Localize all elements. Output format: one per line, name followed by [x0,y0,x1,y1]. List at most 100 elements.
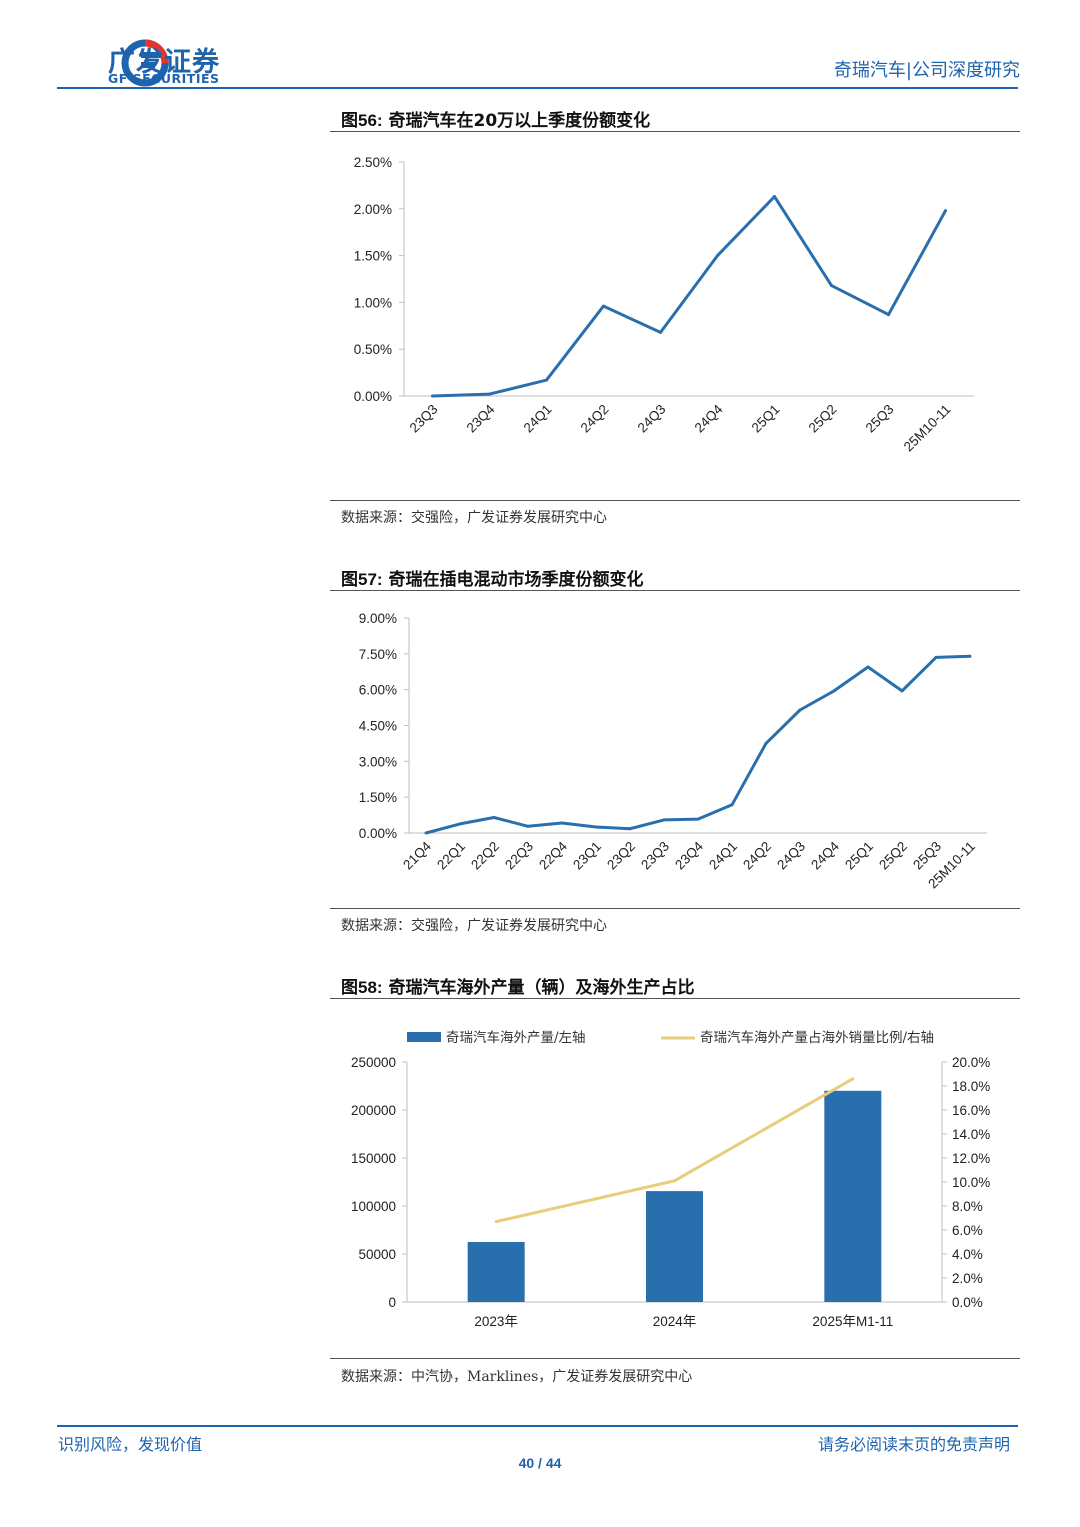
header-divider [57,87,1018,89]
logo-text-en: GF SECURITIES [108,71,220,86]
chart58-legend-bar-swatch [407,1032,441,1042]
chart56-data-point [602,304,605,308]
chart56-x-tick-label: 25Q1 [749,402,783,436]
chart58-x-tick-label: 2024年 [653,1314,697,1329]
chart57-data-point [458,822,462,826]
chart57-data-point [560,821,564,825]
footer-disclaimer-link[interactable]: 请务必阅读末页的免责声明 [817,1435,1010,1454]
chart58-right-tick-label: 0.0% [952,1295,983,1310]
figure-58-label: 图58: [341,978,383,997]
chart56-data-point [545,378,548,382]
chart56-data-point [431,394,434,398]
chart57-data-point [900,689,904,693]
chart57-data-point [968,654,972,658]
chart57-data-point [594,825,598,829]
chart58-left-tick-label: 100000 [351,1199,396,1214]
chart57-data-point [866,665,870,669]
chart-figure-57: 0.00%1.50%3.00%4.50%6.00%7.50%9.00%21Q4 2… [359,611,987,891]
chart58-right-tick-label: 8.0% [952,1199,983,1214]
chart57-data-point [492,815,496,819]
chart56-x-tick-label: 25Q2 [806,402,840,436]
chart57-x-tick-label: 25Q2 [876,839,910,873]
chart57-y-tick-label: 3.00% [359,754,397,769]
chart58-right-tick-label: 18.0% [952,1079,990,1094]
chart58-right-tick-label: 14.0% [952,1127,990,1142]
chart57-data-point [526,824,530,828]
chart56-y-tick-label: 0.50% [354,342,392,357]
figure-58-title-text: 奇瑞汽车海外产量（辆）及海外生产占比 [388,978,695,998]
chart56-x-tick-label: 24Q4 [692,401,726,435]
chart56-data-point [659,330,662,334]
figure-57-top-rule [330,590,1020,591]
figure-58-title: 图58: 奇瑞汽车海外产量（辆）及海外生产占比 [341,973,695,998]
page-number: 40 / 44 [518,1455,562,1471]
chart58-left-tick-label: 250000 [351,1055,396,1070]
chart57-x-tick-label: 22Q2 [468,839,502,873]
chart57-y-tick-label: 9.00% [359,611,397,626]
header-report-title: 奇瑞汽车|公司深度研究 [833,60,1020,81]
chart56-x-tick-label: 23Q4 [464,401,498,435]
chart58-ratio-point [851,1077,855,1081]
chart-figure-58: 奇瑞汽车海外产量/左轴 奇瑞汽车海外产量占海外销量比例/右轴 0 50000 10000… [351,1029,990,1329]
chart57-x-tick-label: 24Q3 [774,839,808,873]
logo-icon [121,39,169,87]
chart57-x-tick-label: 24Q2 [740,839,774,873]
chart57-x-tick-label: 21Q4 [400,838,434,872]
figure-58-source: 数据来源：中汽协，Marklines，广发证券发展研究中心 [341,1369,693,1385]
chart57-series-line [425,654,971,835]
chart56-data-point [944,209,947,213]
chart57-x-tick-label: 24Q1 [706,839,740,873]
figure-56-label: 图56: [341,111,383,130]
chart57-data-point [798,708,802,712]
chart58-left-tick-label: 50000 [358,1247,396,1262]
chart58-right-tick-label: 2.0% [952,1271,983,1286]
chart58-left-tick-label: 150000 [351,1151,396,1166]
figure-57-label: 图57: [341,570,383,589]
chart56-data-point [773,195,776,199]
chart57-data-point [662,818,666,822]
chart57-y-tick-label: 4.50% [359,719,397,734]
chart57-x-tick-label: 22Q1 [434,839,468,873]
figure-58-top-rule [330,998,1020,999]
figure-56-title-text: 奇瑞汽车在20万以上季度份额变化 [388,111,651,131]
chart58-right-tick-label: 10.0% [952,1175,990,1190]
chart57-y-tick-label: 6.00% [359,683,397,698]
chart57-y-tick-label: 1.50% [359,790,397,805]
chart58-left-tick-label: 0 [388,1295,396,1310]
chart56-x-tick-label: 24Q3 [635,402,669,436]
chart57-data-point [696,817,700,821]
figure-56-title: 图56: 奇瑞汽车在20万以上季度份额变化 [341,106,650,131]
chart56-x-tick-label: 23Q3 [407,402,441,436]
chart58-bar [646,1191,703,1302]
chart56-data-point [716,254,719,258]
chart57-x-tick-label: 23Q2 [604,839,638,873]
figure-57-bottom-rule [330,908,1020,909]
chart57-data-point [730,803,734,807]
chart58-x-tick-label: 2025年M1-11 [812,1314,893,1329]
chart56-y-tick-label: 2.00% [354,202,392,217]
chart58-legend-bar-label: 奇瑞汽车海外产量/左轴 [446,1029,586,1046]
chart57-x-tick-label: 24Q4 [808,838,842,872]
chart57-x-tick-label: 23Q4 [672,838,706,872]
chart58-x-tick-label: 2023年 [474,1314,518,1329]
figure-57-title-text: 奇瑞在插电混动市场季度份额变化 [388,570,644,590]
chart57-data-point [832,689,836,693]
chart58-right-tick-label: 6.0% [952,1223,983,1238]
chart57-data-point [934,655,938,659]
chart58-ratio-point [673,1179,676,1183]
chart57-y-tick-label: 7.50% [359,647,397,662]
footer-slogan: 识别风险，发现价值 [58,1435,203,1454]
figure-56-bottom-rule [330,500,1020,501]
chart57-data-point [628,827,632,831]
logo-text-cn: 广发证券 [108,47,220,78]
figure-58-bottom-rule [330,1358,1020,1359]
chart58-legend-line-label: 奇瑞汽车海外产量占海外销量比例/右轴 [700,1029,934,1046]
chart58-bar [467,1242,525,1302]
chart56-data-point [830,284,833,288]
figure-56-top-rule [330,131,1020,132]
chart57-x-tick-label: 25Q1 [842,839,876,873]
figure-57-source: 数据来源：交强险，广发证券发展研究中心 [341,918,607,934]
chart58-ratio-point [494,1220,498,1224]
figure-57-title: 图57: 奇瑞在插电混动市场季度份额变化 [341,565,644,590]
chart56-x-tick-label: 24Q2 [578,402,612,436]
